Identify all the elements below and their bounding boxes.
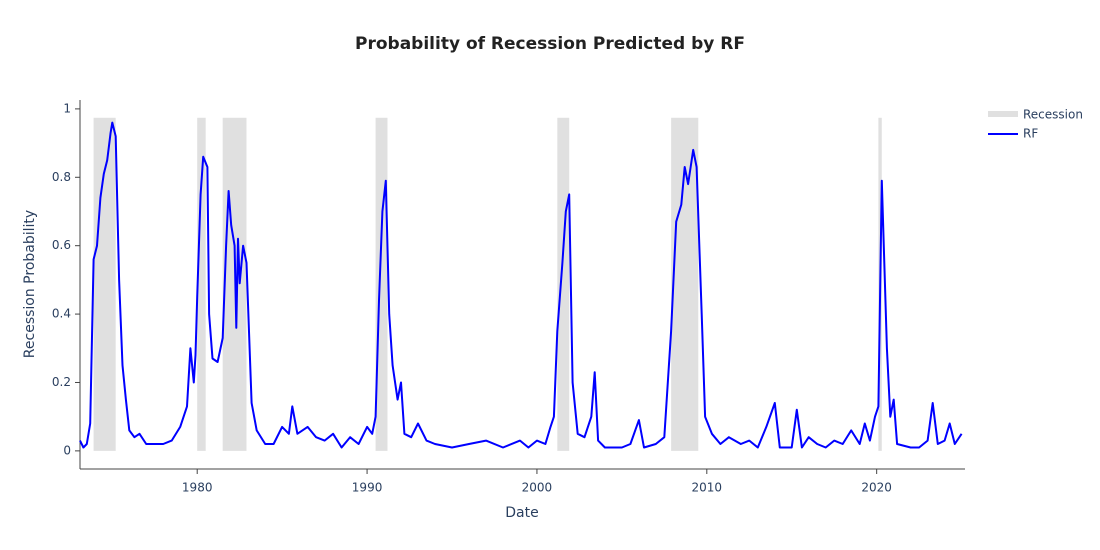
x-tick-label: 2020 [861, 481, 892, 495]
line-series [79, 121, 963, 449]
y-axis-title: Recession Probability [22, 210, 38, 358]
y-tick-label: 0.2 [52, 375, 71, 389]
legend-label: Recession [1023, 108, 1083, 122]
x-tick-label: 2010 [692, 481, 723, 495]
x-axis-title: Date [505, 505, 538, 521]
recession-band [197, 117, 206, 451]
legend-swatch [988, 111, 1018, 117]
legend-label: RF [1023, 127, 1038, 141]
y-tick-label: 1 [63, 101, 71, 115]
recession-band [557, 117, 570, 451]
recession-band [93, 117, 116, 451]
y-tick-label: 0.8 [52, 170, 71, 184]
y-tick-label: 0 [63, 443, 71, 457]
x-tick-label: 2000 [522, 481, 553, 495]
chart-title: Probability of Recession Predicted by RF [355, 34, 745, 54]
y-tick-label: 0.6 [52, 238, 71, 252]
x-tick-label: 1980 [182, 481, 213, 495]
x-tick-label: 1990 [352, 481, 383, 495]
y-tick-label: 0.4 [52, 307, 71, 321]
recession-band [375, 117, 388, 451]
